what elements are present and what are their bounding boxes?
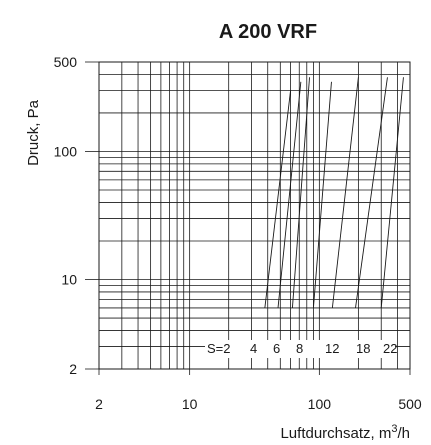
curve-label-s4: 4 — [250, 341, 257, 356]
plot-frame — [98, 61, 411, 370]
curve-label-s18: 18 — [356, 341, 370, 356]
curve-label-s12: 12 — [325, 341, 339, 356]
curve-line-s22 — [380, 77, 404, 308]
y-axis-label: Druck, Pa — [25, 99, 42, 166]
x-axis-label-sup: 3 — [391, 423, 397, 435]
curve-line-s18 — [355, 77, 388, 308]
x-tick-label: 100 — [308, 396, 332, 412]
curve-line-s2 — [264, 90, 292, 308]
y-tick-label: 500 — [54, 54, 78, 70]
grid-group — [99, 62, 410, 369]
x-axis-label: Luftdurchsatz, m3/h — [280, 423, 410, 442]
curve-line-s6 — [291, 77, 310, 308]
x-tick-label: 500 — [398, 396, 422, 412]
curve-line-s8 — [312, 81, 332, 308]
y-ticks-group: 2 10 100 500 — [54, 54, 99, 377]
y-tick-label: 100 — [54, 143, 78, 159]
curve-label-s22: 22 — [383, 341, 397, 356]
x-tick-label: 10 — [182, 396, 198, 412]
y-tick-label: 10 — [61, 272, 77, 288]
x-tick-label: 2 — [95, 396, 103, 412]
curves-group — [264, 77, 404, 308]
curve-labels-group: S=2 4 6 8 12 18 22 — [205, 340, 397, 358]
x-ticks-group: 2 10 100 500 — [95, 369, 422, 412]
y-tick-label: 2 — [69, 361, 77, 377]
curve-labels-mask — [205, 340, 395, 358]
x-axis-label-main: Luftdurchsatz, m — [280, 425, 391, 442]
curve-label-s8: 8 — [296, 341, 303, 356]
curve-label-s6: 6 — [273, 341, 280, 356]
curve-line-s4 — [277, 81, 302, 308]
x-axis-label-suffix: /h — [397, 425, 410, 442]
chart-title: A 200 VRF — [219, 21, 317, 43]
curve-line-s12 — [331, 77, 359, 308]
curve-label-s2: S=2 — [207, 341, 231, 356]
